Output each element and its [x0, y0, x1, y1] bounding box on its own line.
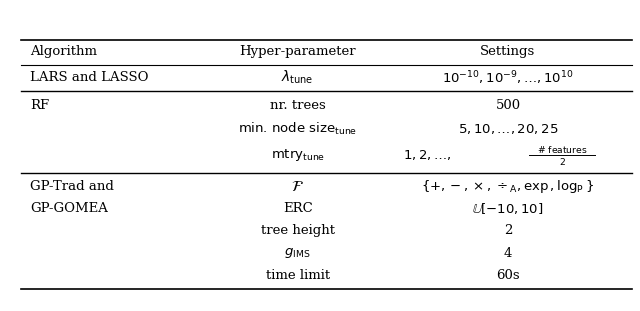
- Text: $5,10,\ldots,20,25$: $5,10,\ldots,20,25$: [458, 122, 558, 136]
- Text: 500: 500: [495, 99, 520, 112]
- Text: tree height: tree height: [260, 225, 335, 238]
- Text: 2: 2: [504, 225, 512, 238]
- Text: $g_{\mathrm{IMS}}$: $g_{\mathrm{IMS}}$: [284, 246, 311, 260]
- Text: min. node size$_{\mathrm{tune}}$: min. node size$_{\mathrm{tune}}$: [238, 121, 357, 137]
- Text: Hyper-parameter: Hyper-parameter: [239, 45, 356, 58]
- Text: mtry$_{\mathrm{tune}}$: mtry$_{\mathrm{tune}}$: [271, 147, 324, 163]
- Text: $\mathcal{F}$: $\mathcal{F}$: [291, 179, 304, 194]
- Text: nr. trees: nr. trees: [270, 99, 326, 112]
- Text: Algorithm: Algorithm: [30, 45, 97, 58]
- Text: $\mathbb{U}[-10,10]$: $\mathbb{U}[-10,10]$: [472, 201, 544, 216]
- Text: ERC: ERC: [283, 202, 312, 215]
- Text: $10^{-10},10^{-9},\ldots,10^{10}$: $10^{-10},10^{-9},\ldots,10^{10}$: [442, 69, 574, 86]
- Text: time limit: time limit: [266, 269, 330, 282]
- Text: $\lambda_{\mathrm{tune}}$: $\lambda_{\mathrm{tune}}$: [282, 69, 314, 86]
- Text: GP-GOMEA: GP-GOMEA: [30, 202, 108, 215]
- Text: RF: RF: [30, 99, 49, 112]
- Text: 4: 4: [504, 247, 512, 260]
- Text: $\{+,-,\times,\div_{\mathrm{A}},\exp,\log_{\mathrm{P}}\}$: $\{+,-,\times,\div_{\mathrm{A}},\exp,\lo…: [422, 178, 595, 195]
- Text: $\#\ \mathrm{features}$: $\#\ \mathrm{features}$: [537, 144, 588, 155]
- Text: $1,2,\ldots,$: $1,2,\ldots,$: [403, 148, 451, 162]
- Text: GP-Trad and: GP-Trad and: [30, 180, 114, 193]
- Text: LARS and LASSO: LARS and LASSO: [30, 71, 148, 84]
- Text: $2$: $2$: [559, 156, 566, 167]
- Text: Settings: Settings: [481, 45, 536, 58]
- Text: 60s: 60s: [496, 269, 520, 282]
